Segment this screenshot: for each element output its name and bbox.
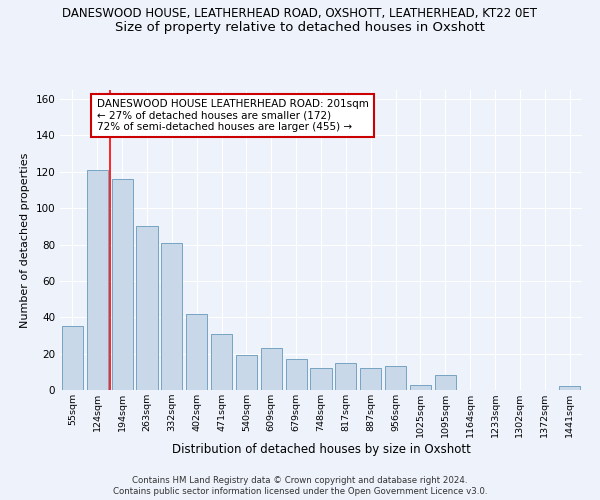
Bar bbox=[385, 366, 406, 390]
Bar bbox=[112, 179, 133, 390]
Bar bbox=[161, 242, 182, 390]
Text: Distribution of detached houses by size in Oxshott: Distribution of detached houses by size … bbox=[172, 442, 470, 456]
Bar bbox=[559, 386, 580, 390]
Bar bbox=[87, 170, 108, 390]
Bar bbox=[261, 348, 282, 390]
Bar bbox=[186, 314, 207, 390]
Bar bbox=[360, 368, 381, 390]
Text: Contains public sector information licensed under the Open Government Licence v3: Contains public sector information licen… bbox=[113, 487, 487, 496]
Y-axis label: Number of detached properties: Number of detached properties bbox=[20, 152, 30, 328]
Bar bbox=[335, 362, 356, 390]
Bar bbox=[410, 384, 431, 390]
Bar bbox=[136, 226, 158, 390]
Bar bbox=[286, 359, 307, 390]
Text: DANESWOOD HOUSE LEATHERHEAD ROAD: 201sqm
← 27% of detached houses are smaller (1: DANESWOOD HOUSE LEATHERHEAD ROAD: 201sqm… bbox=[97, 99, 368, 132]
Text: Contains HM Land Registry data © Crown copyright and database right 2024.: Contains HM Land Registry data © Crown c… bbox=[132, 476, 468, 485]
Bar bbox=[310, 368, 332, 390]
Text: DANESWOOD HOUSE, LEATHERHEAD ROAD, OXSHOTT, LEATHERHEAD, KT22 0ET: DANESWOOD HOUSE, LEATHERHEAD ROAD, OXSHO… bbox=[62, 8, 538, 20]
Bar bbox=[435, 376, 456, 390]
Bar bbox=[236, 356, 257, 390]
Bar bbox=[211, 334, 232, 390]
Text: Size of property relative to detached houses in Oxshott: Size of property relative to detached ho… bbox=[115, 21, 485, 34]
Bar bbox=[62, 326, 83, 390]
